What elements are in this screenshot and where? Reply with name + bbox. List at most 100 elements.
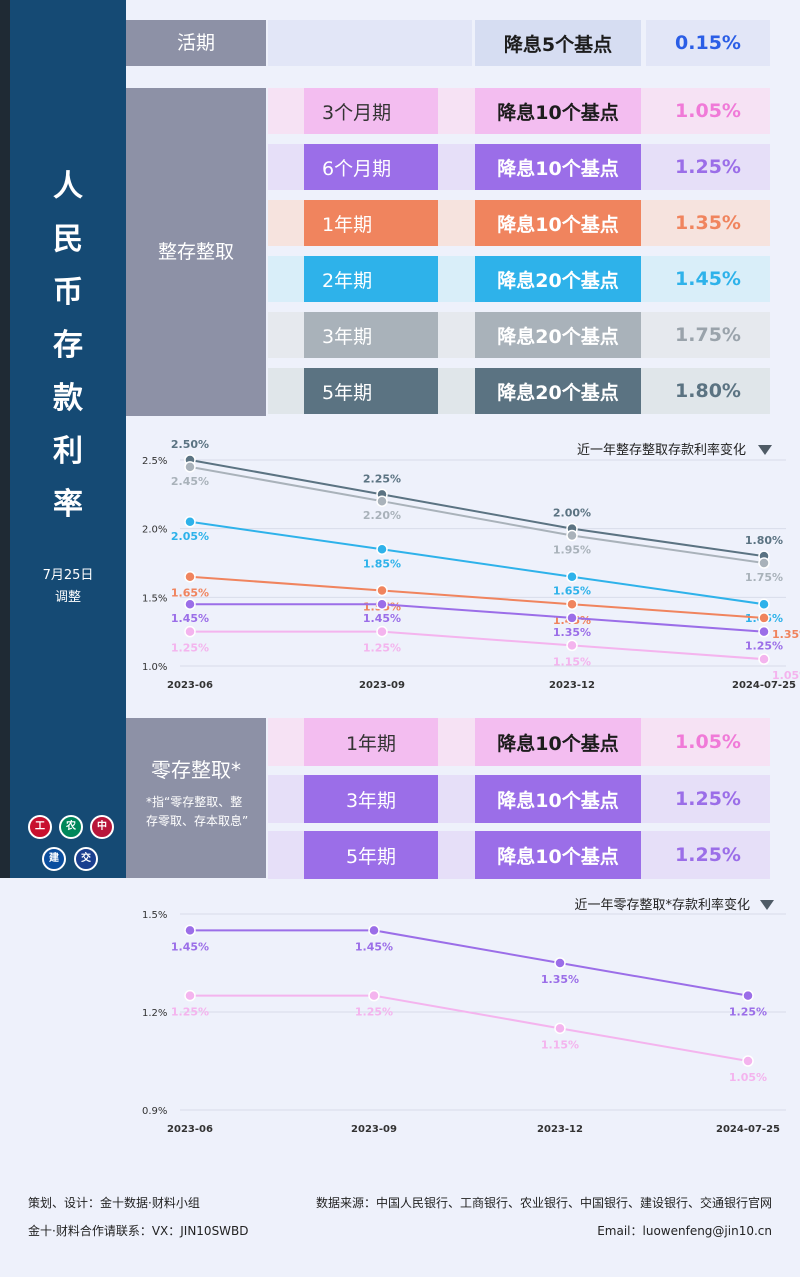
data-label: 1.25% [363, 642, 401, 655]
y-tick-label: 1.5% [142, 910, 167, 921]
data-label: 1.35% [772, 628, 800, 641]
data-point [368, 989, 380, 1002]
row-cut: 降息20个基点 [475, 312, 641, 358]
data-point [742, 1055, 754, 1067]
data-label: 2.20% [363, 509, 401, 522]
row-cut: 降息10个基点 [475, 88, 641, 134]
data-label: 1.25% [729, 1006, 767, 1019]
data-label: 1.75% [745, 571, 783, 584]
data-label: 1.45% [355, 940, 393, 953]
chart-title: 近一年零存整取*存款利率变化 [574, 897, 750, 913]
abc-logo-icon: 农 [59, 815, 83, 839]
chart-title: 近一年整存整取存款利率变化 [577, 442, 746, 458]
data-label: 2.00% [553, 507, 591, 520]
installment-label: 零存整取* [151, 758, 241, 782]
data-label: 1.15% [541, 1038, 579, 1051]
data-label: 1.35% [553, 626, 591, 639]
triangle-down-icon [758, 445, 772, 455]
series-line [189, 465, 765, 564]
data-point [566, 612, 578, 624]
sidebar [0, 0, 126, 878]
x-tick-label: 2024-07-25 [732, 680, 796, 691]
row-period: 1年期 [304, 200, 438, 246]
demand-cut: 降息5个基点 [475, 20, 641, 66]
y-tick-label: 2.5% [142, 456, 167, 467]
data-point [758, 612, 770, 624]
data-label: 2.05% [171, 530, 209, 543]
row-period: 5年期 [304, 368, 438, 414]
data-point [184, 570, 196, 583]
data-label: 2.50% [171, 438, 209, 451]
data-label: 1.65% [171, 587, 209, 600]
row-rate: 1.25% [675, 844, 741, 866]
row-cut: 降息10个基点 [475, 144, 641, 190]
data-point [376, 495, 388, 507]
data-point [758, 557, 770, 569]
data-point [566, 570, 578, 583]
data-point [758, 598, 770, 610]
icbc-logo-icon: 工 [28, 815, 52, 839]
data-label: 2.45% [171, 475, 209, 488]
row-cut: 降息10个基点 [475, 718, 641, 766]
ccb-logo-icon: 建 [42, 847, 66, 871]
data-point [184, 598, 196, 610]
data-point [368, 924, 380, 937]
x-tick-label: 2023-12 [537, 1124, 583, 1135]
vertical-title: 人 民 币 存 款 利 率 [10, 160, 126, 531]
date-line: 7月25日 [42, 568, 94, 583]
installment-rate-chart: 0.9% 1.2% 1.5% 2023-06 2023-09 2023-12 2024-0… [142, 897, 786, 1135]
series-line [190, 603, 765, 633]
row-cut: 降息20个基点 [475, 256, 641, 302]
data-point [742, 989, 754, 1002]
footer-contact: 金十·财料合作请联系：VX：JIN10SWBD [28, 1224, 249, 1238]
row-rate: 1.25% [675, 156, 741, 178]
data-label: 1.45% [171, 612, 209, 625]
date-line: 调整 [54, 590, 81, 605]
row-period: 6个月期 [304, 144, 438, 190]
triangle-down-icon [760, 900, 774, 910]
y-tick-label: 2.0% [142, 525, 167, 536]
data-label: 1.45% [363, 612, 401, 625]
data-label: 1.05% [729, 1071, 767, 1084]
data-label: 1.65% [553, 585, 591, 598]
data-label: 1.15% [553, 655, 591, 668]
data-point [566, 529, 578, 542]
lump-sum-rate-chart: 1.0% 1.5% 2.0% 2.5% 2023-06 2023-09 2023-12 20… [142, 438, 800, 691]
row-cut: 降息20个基点 [475, 368, 641, 414]
x-tick-label: 2024-07-25 [716, 1124, 780, 1135]
x-tick-label: 2023-09 [351, 1124, 397, 1135]
title-char: 民 [53, 222, 83, 257]
bocom-logo-icon: 交 [74, 847, 98, 871]
row-period: 3个月期 [304, 88, 438, 134]
demand-label: 活期 [126, 20, 266, 66]
x-tick-label: 2023-06 [167, 680, 213, 691]
data-point [376, 625, 388, 638]
data-label: 1.05% [772, 669, 800, 682]
x-tick-label: 2023-09 [359, 680, 405, 691]
row-period: 3年期 [304, 775, 438, 823]
title-char: 利 [53, 434, 83, 469]
row-period: 3年期 [304, 312, 438, 358]
lump-sum-label: 整存整取 [126, 88, 266, 416]
data-point [554, 957, 566, 969]
series-line [190, 994, 749, 1062]
y-tick-label: 0.9% [142, 1106, 167, 1117]
title-char: 人 [53, 169, 83, 204]
data-label: 1.80% [745, 534, 783, 547]
footer-credit: 策划、设计：金十数据·财料小组 [28, 1196, 200, 1210]
y-tick-label: 1.5% [142, 593, 167, 604]
installment-label-cell: 零存整取* *指“零存整取、整存零取、存本取息” [126, 718, 266, 878]
data-label: 1.25% [355, 1006, 393, 1019]
row-rate: 1.05% [675, 731, 741, 753]
y-tick-label: 1.0% [142, 662, 167, 673]
series-line [189, 520, 765, 606]
row-cut: 降息10个基点 [475, 831, 641, 879]
title-char: 率 [53, 487, 83, 522]
data-label: 1.25% [745, 640, 783, 653]
series-line [189, 575, 765, 619]
row-cut: 降息10个基点 [475, 775, 641, 823]
row-rate: 1.80% [675, 380, 741, 402]
row-period: 2年期 [304, 256, 438, 302]
data-label: 2.25% [363, 472, 401, 485]
row-cut: 降息10个基点 [475, 200, 641, 246]
